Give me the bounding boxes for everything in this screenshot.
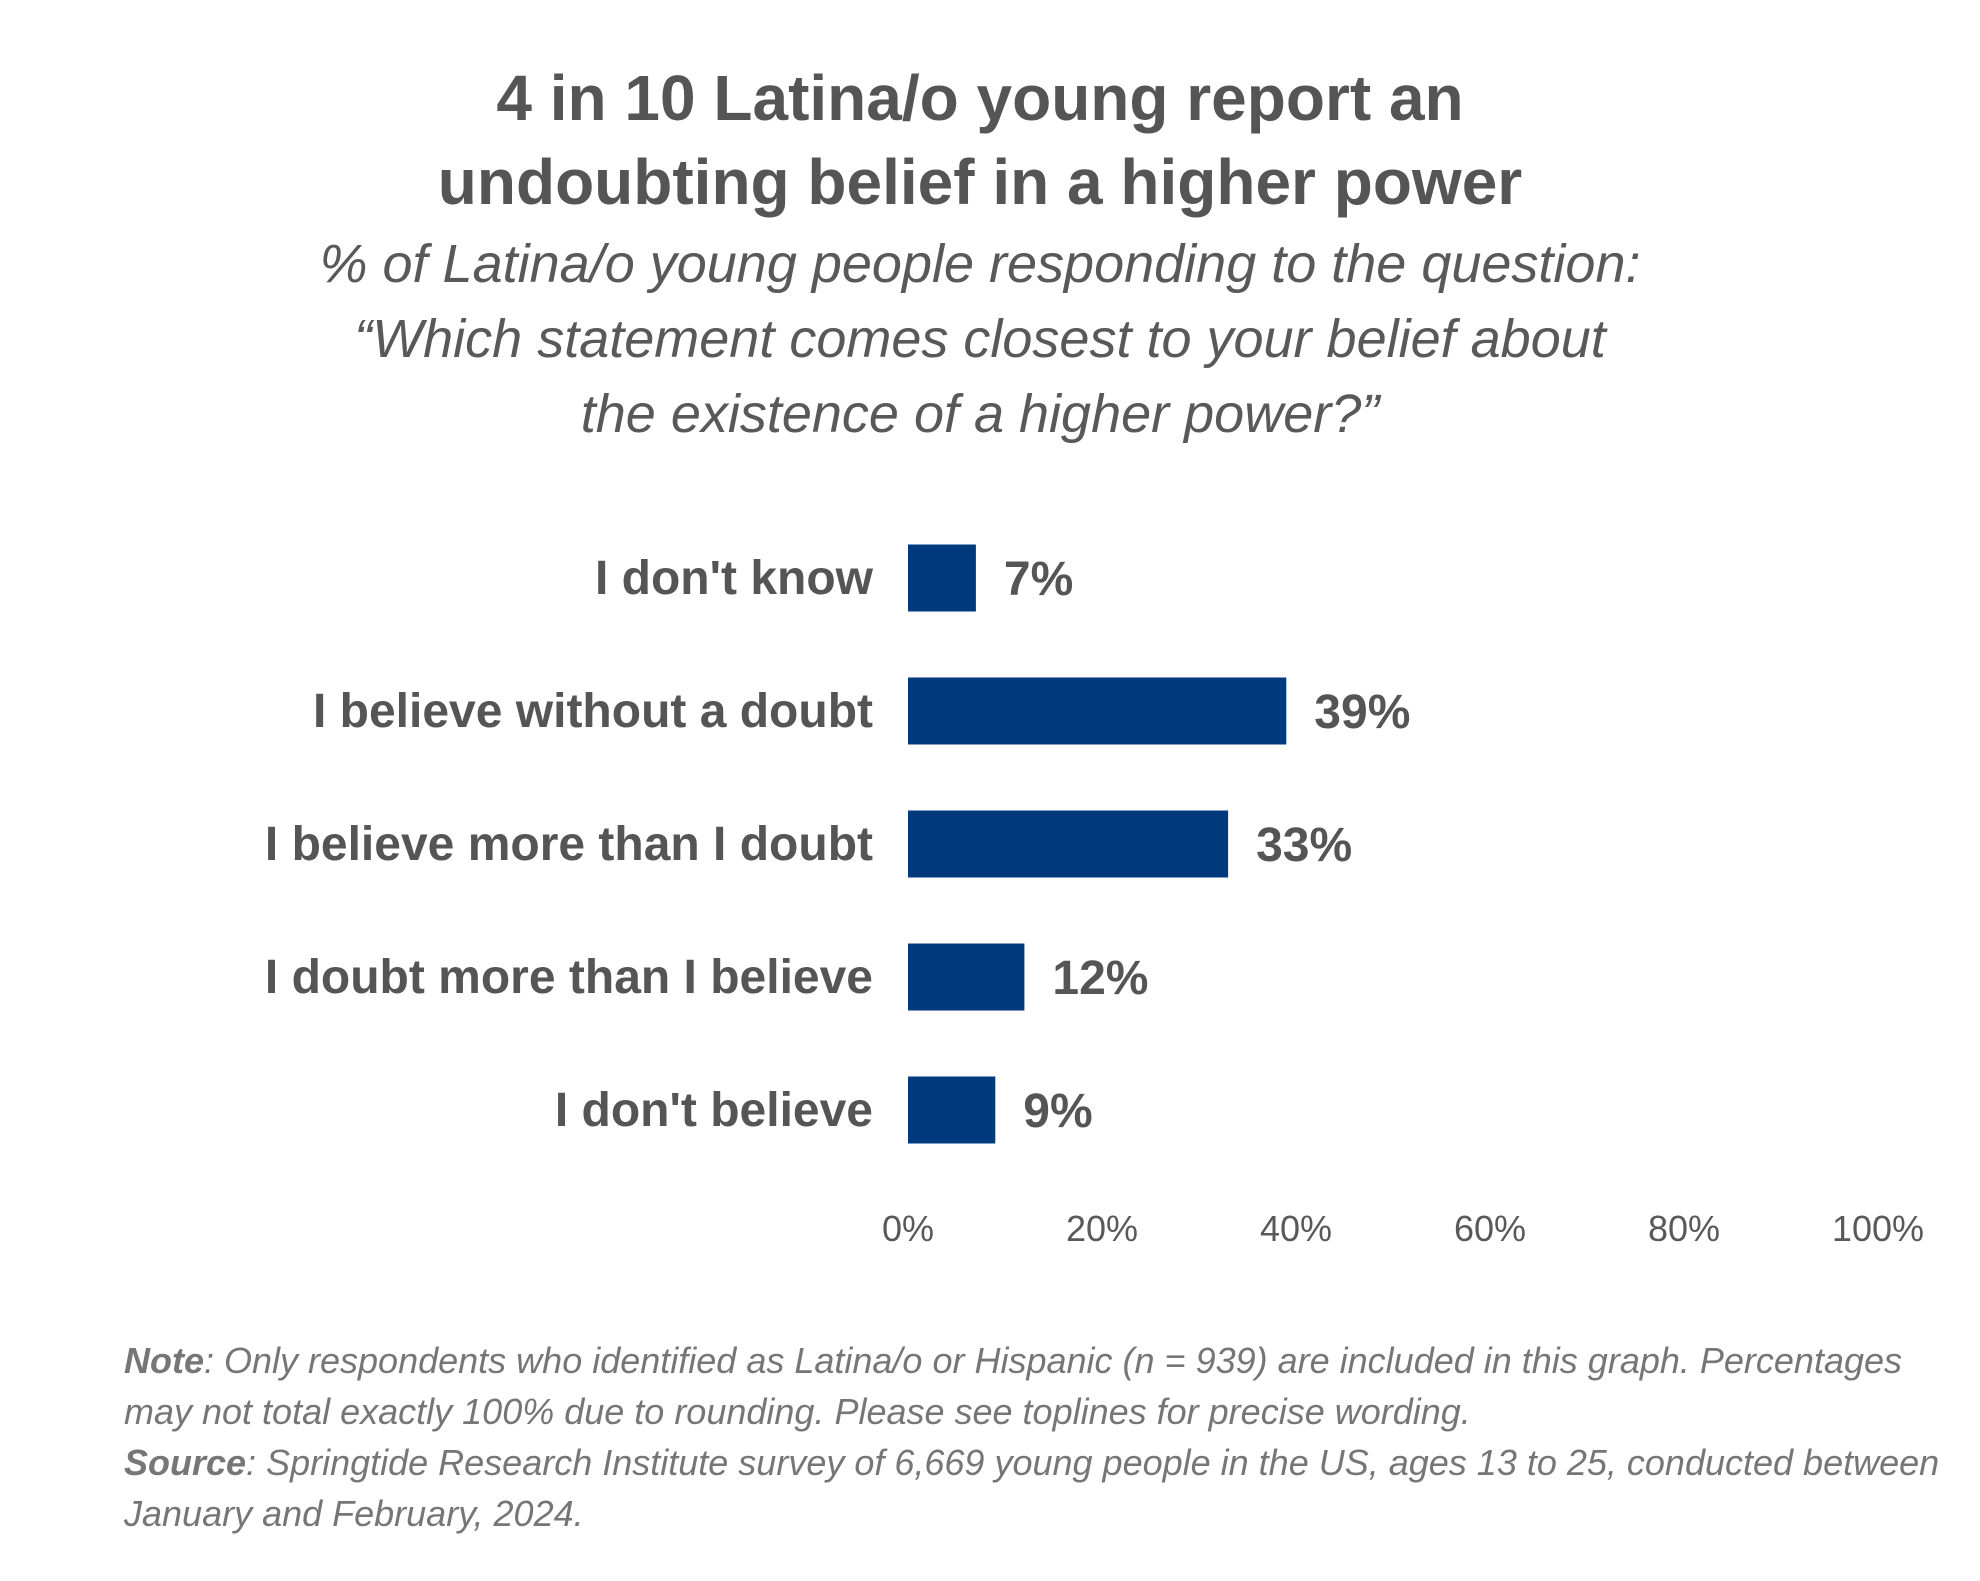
source-text: : Springtide Research Institute survey o…: [124, 1442, 1940, 1534]
x-tick-label-0: 0%: [882, 1208, 934, 1249]
chart-note: Note: Only respondents who identified as…: [124, 1335, 1950, 1437]
chart-title-line-2: undoubting belief in a higher power: [437, 146, 1523, 218]
bar-i-believe-without-a-doubt: [908, 677, 1287, 745]
value-label-i-doubt-more-than-i-believe: 12%: [1052, 952, 1148, 1005]
value-label-i-don-t-believe: 9%: [1023, 1085, 1092, 1138]
note-label: Note: [124, 1340, 204, 1381]
chart-title-line-1: 4 in 10 Latina/o young report an: [496, 62, 1464, 134]
note-text: : Only respondents who identified as Lat…: [124, 1340, 1903, 1432]
bar-i-don-t-believe: [908, 1076, 996, 1144]
category-label-i-believe-without-a-doubt: I believe without a doubt: [313, 685, 873, 738]
x-tick-label-100: 100%: [1832, 1208, 1924, 1249]
category-label-i-don-t-believe: I don't believe: [555, 1084, 873, 1137]
bar-i-believe-more-than-i-doubt: [908, 810, 1229, 878]
category-label-i-don-t-know: I don't know: [595, 552, 874, 605]
chart-subtitle-line-2: “Which statement comes closest to your b…: [354, 309, 1606, 369]
x-tick-label-60: 60%: [1454, 1208, 1526, 1249]
x-tick-label-80: 80%: [1648, 1208, 1720, 1249]
category-label-i-believe-more-than-i-doubt: I believe more than I doubt: [265, 818, 873, 871]
x-tick-label-20: 20%: [1066, 1208, 1138, 1249]
x-tick-label-40: 40%: [1260, 1208, 1332, 1249]
chart-source: Source: Springtide Research Institute su…: [124, 1437, 1950, 1539]
chart-subtitle-line-1: % of Latina/o young people responding to…: [319, 234, 1641, 294]
chart-subtitle-line-3: the existence of a higher power?”: [580, 384, 1380, 444]
value-label-i-believe-more-than-i-doubt: 33%: [1256, 819, 1352, 872]
bar-i-don-t-know: [908, 544, 976, 612]
source-label: Source: [124, 1442, 247, 1483]
bar-i-doubt-more-than-i-believe: [908, 943, 1025, 1011]
value-label-i-believe-without-a-doubt: 39%: [1314, 686, 1410, 739]
value-label-i-don-t-know: 7%: [1004, 553, 1073, 606]
category-label-i-doubt-more-than-i-believe: I doubt more than I believe: [265, 951, 873, 1004]
